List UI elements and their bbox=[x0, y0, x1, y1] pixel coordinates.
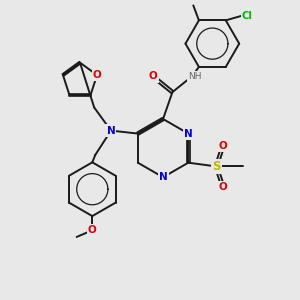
Text: N: N bbox=[159, 172, 167, 182]
Text: N: N bbox=[106, 126, 116, 136]
Text: N: N bbox=[184, 129, 193, 139]
Text: O: O bbox=[93, 70, 101, 80]
Text: S: S bbox=[212, 160, 220, 173]
Text: O: O bbox=[219, 141, 227, 151]
Text: O: O bbox=[219, 182, 227, 192]
Text: O: O bbox=[148, 71, 158, 82]
Text: NH: NH bbox=[188, 72, 202, 81]
Text: O: O bbox=[88, 225, 97, 235]
Text: Cl: Cl bbox=[242, 11, 253, 21]
